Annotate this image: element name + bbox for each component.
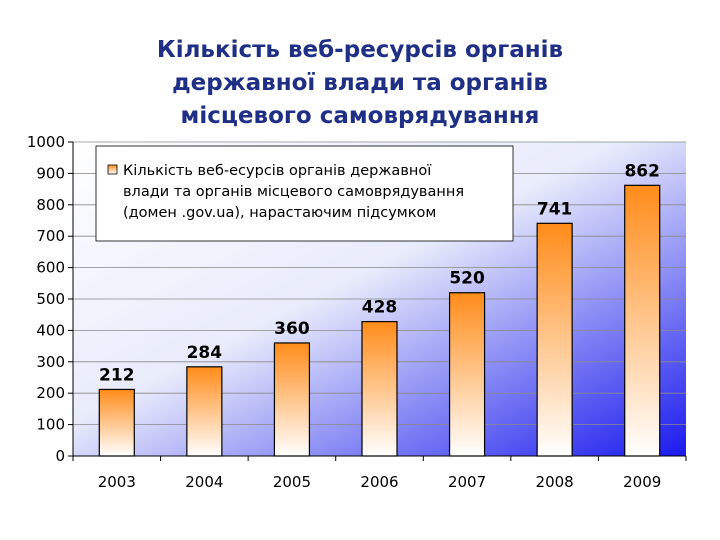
bar-value-label: 862 [624,161,660,181]
x-tick-label: 2005 [273,473,311,491]
y-tick-label: 700 [36,227,65,245]
bar [98,388,135,457]
y-tick-label: 0 [55,447,65,465]
x-tick-label: 2003 [98,473,136,491]
y-tick-label: 1000 [27,133,65,151]
y-tick-label: 200 [36,384,65,402]
chart-title: Кількість веб-ресурсів органів державної… [60,34,660,133]
chart-title-line: місцевого самоврядування [180,103,540,129]
x-tick-label: 2006 [360,473,398,491]
x-tick-label: 2004 [185,473,223,491]
legend-label: влади та органів місцевого самоврядуванн… [123,184,464,200]
x-tick-label: 2008 [536,473,574,491]
bar [361,321,398,457]
bar-value-label: 428 [362,298,398,318]
y-tick-label: 800 [36,196,65,214]
bar [624,184,661,457]
y-tick-label: 100 [36,416,65,434]
y-tick-label: 400 [36,321,65,339]
bar-value-label: 360 [274,319,310,339]
x-tick-label: 2007 [448,473,486,491]
legend-swatch [107,164,118,175]
legend-label: (домен .gov.ua), нарастаючим підсумком [123,205,436,221]
legend-label: Кількість веб-есурсів органів державної [123,163,432,179]
bar [536,222,573,457]
bar-value-label: 741 [537,199,573,219]
bar [186,366,223,457]
x-tick-label: 2009 [623,473,661,491]
chart-title-line: державної влади та органів [172,70,548,96]
bar-value-label: 284 [187,343,223,363]
bar-value-label: 520 [449,269,485,289]
y-tick-label: 300 [36,353,65,371]
y-tick-label: 900 [36,164,65,182]
y-tick-label: 500 [36,290,65,308]
bar [448,292,486,457]
bar-value-label: 212 [99,365,135,385]
bar [273,342,311,457]
chart-title-line: Кількість веб-ресурсів органів [156,37,564,63]
legend [95,145,514,242]
y-tick-label: 600 [36,259,65,277]
